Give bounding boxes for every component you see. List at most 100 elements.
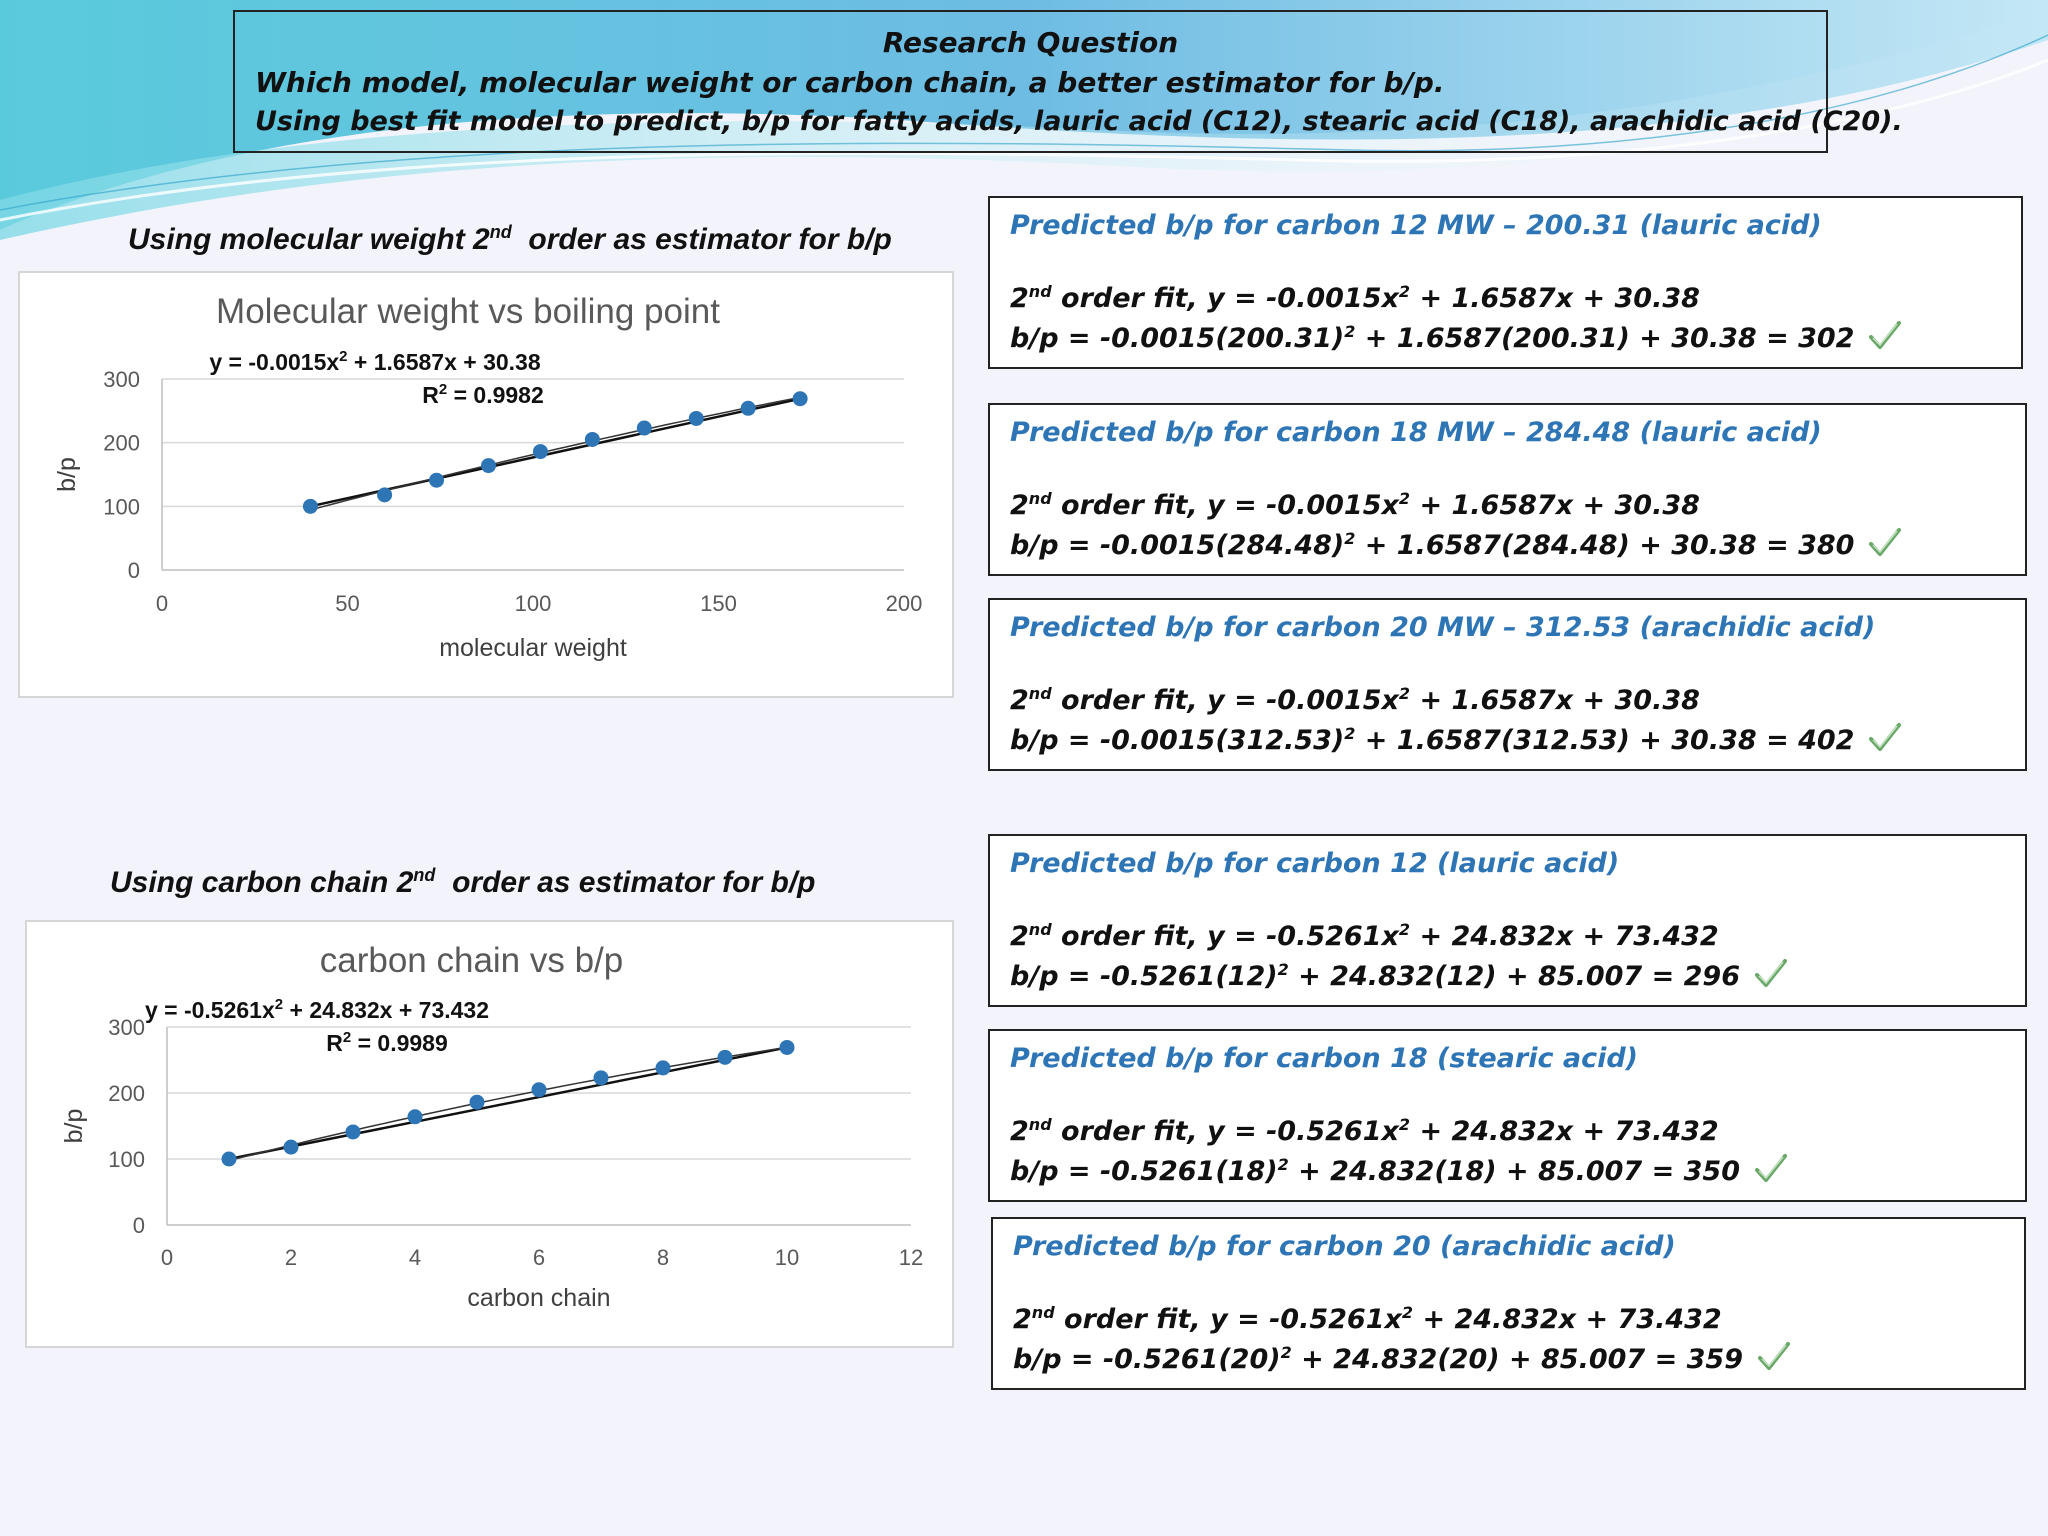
- checkmark-icon: [1869, 723, 1902, 751]
- fit-order: 2: [1010, 1116, 1029, 1147]
- data-point: [480, 458, 496, 474]
- fit-order-sup: nd: [1028, 282, 1052, 301]
- fit-order: 2: [1010, 685, 1029, 716]
- checkmark-icon-wrap: [1757, 1340, 1791, 1381]
- calc-part: b/p = -0.0015(284.48): [1010, 530, 1345, 561]
- fit-order-sup: nd: [1028, 684, 1052, 703]
- prediction-title: Predicted b/p for carbon 20 (arachidic a…: [1013, 1231, 1676, 1262]
- trendline-equation: y = -0.0015x2 + 1.6587x + 30.38: [209, 348, 540, 375]
- mw-section-heading: Using molecular weight 2nd order as esti…: [128, 222, 892, 257]
- prediction-fit-equation: 2nd order fit, y = -0.5261x2 + 24.832x +…: [1013, 1303, 1722, 1335]
- prediction-box: Predicted b/p for carbon 12 (lauric acid…: [988, 834, 2027, 1007]
- calc-result: + 24.832(20) + 85.007 = 359: [1291, 1344, 1743, 1375]
- research-question-line-1: Which model, molecular weight or carbon …: [255, 66, 1445, 99]
- x-tick-label: 200: [886, 591, 923, 616]
- fit-equation-rest: + 1.6587x + 30.38: [1410, 490, 1700, 521]
- fit-order-sup: nd: [1031, 1303, 1055, 1322]
- fit-equation-part: order fit, y = -0.5261x: [1051, 1116, 1399, 1147]
- fit-order: 2: [1010, 490, 1029, 521]
- fit-order-sup: nd: [1028, 920, 1052, 939]
- y-tick-label: 0: [133, 1213, 145, 1238]
- fit-order: 2: [1010, 921, 1029, 952]
- x-tick-label: 10: [775, 1245, 799, 1270]
- calc-exponent: 2: [1344, 724, 1356, 743]
- data-point: [377, 487, 393, 503]
- fit-order-sup: nd: [1028, 489, 1052, 508]
- calc-part: b/p = -0.5261(18): [1010, 1156, 1278, 1187]
- fit-exponent: 2: [1398, 489, 1411, 508]
- data-point: [593, 1070, 609, 1086]
- calc-exponent: 2: [1277, 1155, 1289, 1174]
- data-point: [429, 472, 445, 488]
- r-squared-label: R2 = 0.9982: [422, 381, 544, 408]
- mw-heading-pre: Using molecular weight 2: [128, 223, 490, 256]
- fit-equation-rest: + 24.832x + 73.432: [1410, 921, 1719, 952]
- prediction-calculation: b/p = -0.0015(312.53)2 + 1.6587(312.53) …: [1010, 721, 1902, 762]
- r-squared-label: R2 = 0.9989: [326, 1029, 448, 1056]
- x-tick-label: 2: [285, 1245, 297, 1270]
- research-question-box: Research Question Which model, molecular…: [233, 10, 1903, 153]
- calc-result: + 1.6587(200.31) + 30.38 = 302: [1355, 323, 1855, 354]
- checkmark-icon: [1758, 1342, 1790, 1370]
- checkmark-icon: [1755, 959, 1787, 987]
- prediction-calculation: b/p = -0.5261(18)2 + 24.832(18) + 85.007…: [1010, 1152, 1788, 1193]
- prediction-box: Predicted b/p for carbon 20 MW – 312.53 …: [988, 598, 2027, 771]
- research-question-title: Research Question: [882, 26, 1179, 59]
- cc-chart-panel: carbon chain vs b/p 0 100 200 300 0 2 4 6 8 10 12 ca…: [25, 920, 954, 1348]
- checkmark-icon-wrap: [1868, 526, 1902, 567]
- cc-heading-sup: nd: [413, 865, 436, 885]
- data-point: [469, 1094, 485, 1110]
- prediction-calculation: b/p = -0.5261(12)2 + 24.832(12) + 85.007…: [1010, 957, 1788, 998]
- fit-equation-part: order fit, y = -0.0015x: [1051, 283, 1399, 314]
- data-point: [531, 1082, 547, 1098]
- data-point: [792, 391, 808, 407]
- data-point: [221, 1151, 237, 1167]
- calc-exponent: 2: [1344, 322, 1356, 341]
- prediction-box: Predicted b/p for carbon 12 MW – 200.31 …: [988, 196, 2023, 369]
- x-tick-label: 50: [335, 591, 359, 616]
- fit-order: 2: [1013, 1304, 1032, 1335]
- cc-heading-post: order as estimator for b/p: [435, 866, 816, 899]
- prediction-fit-equation: 2nd order fit, y = -0.5261x2 + 24.832x +…: [1010, 1115, 1719, 1147]
- chart-title: Molecular weight vs boiling point: [216, 292, 720, 331]
- y-tick-label: 200: [103, 431, 140, 456]
- prediction-box: Predicted b/p for carbon 20 (arachidic a…: [991, 1217, 2026, 1390]
- fit-equation-part: order fit, y = -0.5261x: [1054, 1304, 1402, 1335]
- calc-result: + 24.832(18) + 85.007 = 350: [1288, 1156, 1740, 1187]
- checkmark-icon-wrap: [1754, 1152, 1788, 1193]
- cc-heading-pre: Using carbon chain 2: [110, 866, 414, 899]
- prediction-box: Predicted b/p for carbon 18 (stearic aci…: [988, 1029, 2027, 1202]
- fit-equation-part: order fit, y = -0.5261x: [1051, 921, 1399, 952]
- x-tick-label: 100: [515, 591, 552, 616]
- calc-part: b/p = -0.0015(312.53): [1010, 725, 1345, 756]
- fit-exponent: 2: [1398, 1115, 1411, 1134]
- prediction-title: Predicted b/p for carbon 12 (lauric acid…: [1010, 848, 1620, 879]
- fit-equation-part: order fit, y = -0.0015x: [1051, 685, 1399, 716]
- checkmark-icon: [1869, 528, 1902, 556]
- fit-exponent: 2: [1398, 920, 1411, 939]
- data-point: [740, 400, 756, 416]
- fit-equation-part: order fit, y = -0.0015x: [1051, 490, 1399, 521]
- y-axis-label: b/p: [60, 1109, 88, 1144]
- data-point: [584, 431, 600, 447]
- data-point: [636, 420, 652, 436]
- y-tick-label: 300: [108, 1015, 145, 1040]
- checkmark-icon-wrap: [1754, 957, 1788, 998]
- x-tick-label: 8: [657, 1245, 669, 1270]
- y-tick-label: 0: [128, 558, 140, 583]
- calc-exponent: 2: [1344, 529, 1356, 548]
- calc-part: b/p = -0.5261(12): [1010, 961, 1278, 992]
- data-point: [779, 1039, 795, 1055]
- fit-exponent: 2: [1401, 1303, 1414, 1322]
- data-point: [532, 444, 548, 460]
- fit-equation-rest: + 1.6587x + 30.38: [1410, 685, 1700, 716]
- x-tick-label: 12: [899, 1245, 923, 1270]
- prediction-fit-equation: 2nd order fit, y = -0.0015x2 + 1.6587x +…: [1010, 489, 1700, 521]
- y-tick-label: 100: [108, 1147, 145, 1172]
- fit-exponent: 2: [1398, 282, 1411, 301]
- mw-heading-post: order as estimator for b/p: [511, 223, 892, 256]
- calc-result: + 1.6587(284.48) + 30.38 = 380: [1355, 530, 1855, 561]
- calc-exponent: 2: [1277, 960, 1289, 979]
- y-tick-label: 300: [103, 367, 140, 392]
- data-point: [655, 1060, 671, 1076]
